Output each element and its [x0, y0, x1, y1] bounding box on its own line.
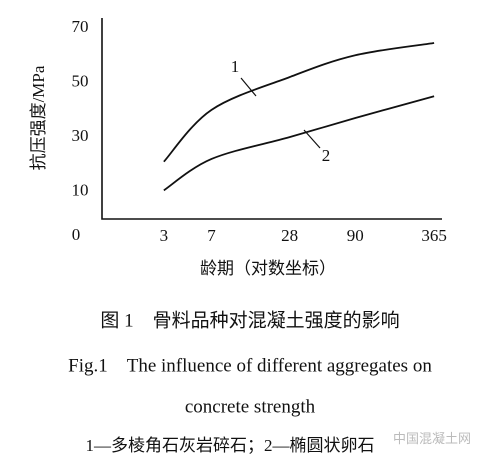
x-axis-label: 龄期（对数坐标）	[200, 259, 336, 278]
y-axis-label: 抗压强度/MPa	[29, 65, 48, 170]
y-tick-label: 0	[72, 225, 81, 244]
x-tick-label: 7	[207, 226, 216, 245]
y-tick-label: 30	[72, 126, 89, 145]
y-tick-label: 10	[72, 181, 89, 200]
y-tick-label: 50	[72, 71, 89, 90]
caption-en: concrete strength	[185, 396, 316, 417]
y-tick-label: 70	[72, 17, 89, 36]
x-tick-label: 90	[347, 226, 364, 245]
legend-note: 1—多棱角石灰岩碎石；2—椭圆状卵石	[86, 436, 375, 455]
axis-frame	[101, 18, 442, 220]
x-tick-label: 3	[160, 226, 169, 245]
series-label: 1	[231, 57, 240, 76]
x-tick-label: 365	[421, 226, 447, 245]
caption-cn: 图 1 骨料品种对混凝土强度的影响	[100, 309, 399, 331]
caption-en: Fig.1 The influence of different aggrega…	[68, 355, 432, 376]
x-tick-label: 28	[281, 226, 298, 245]
label-leader	[303, 129, 321, 149]
series-line	[163, 95, 435, 192]
series-label: 2	[322, 146, 331, 165]
label-leader	[240, 77, 257, 97]
series-line	[163, 42, 435, 163]
watermark: 中国混凝土网	[393, 431, 471, 446]
